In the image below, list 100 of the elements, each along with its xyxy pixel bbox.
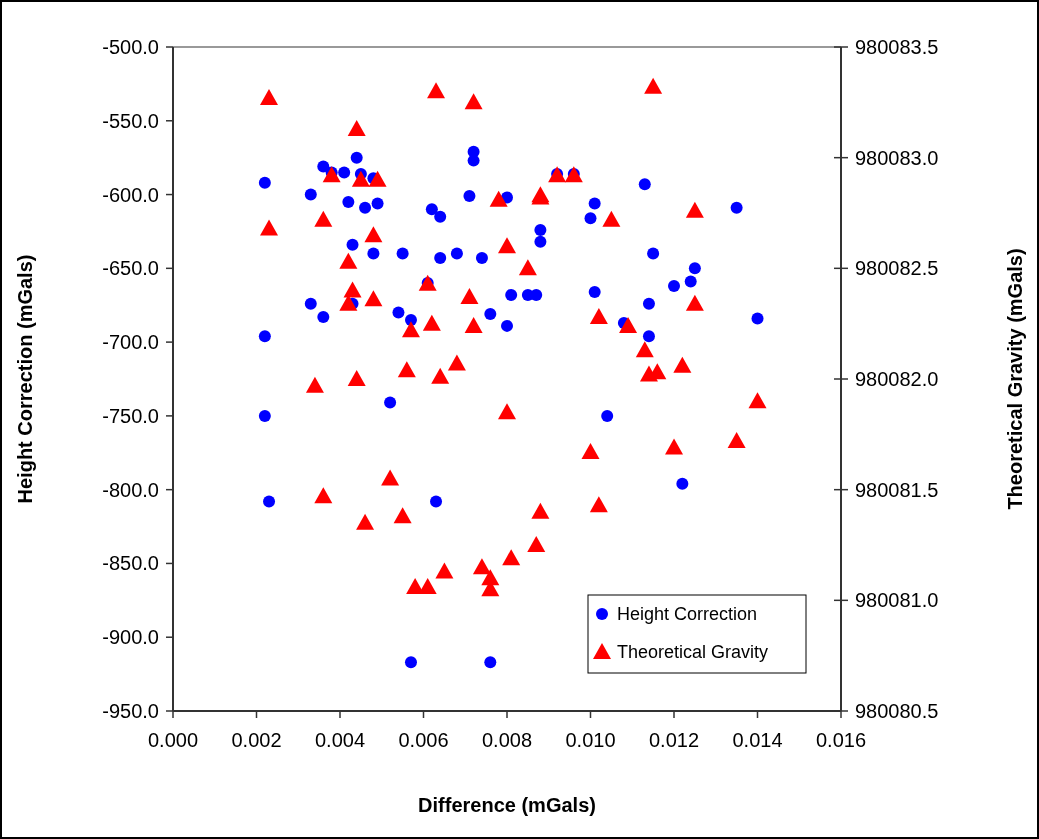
point	[581, 443, 600, 460]
legend-label: Theoretical Gravity	[617, 642, 769, 663]
point	[258, 176, 271, 189]
point	[263, 495, 276, 508]
point	[484, 656, 497, 669]
point	[392, 306, 405, 319]
point	[404, 656, 417, 669]
point	[384, 396, 397, 409]
point	[258, 409, 271, 422]
point	[260, 88, 279, 105]
point	[347, 370, 366, 386]
point	[401, 321, 420, 338]
point	[347, 119, 366, 136]
x-tick-label: 0.004	[314, 729, 366, 751]
point	[460, 288, 479, 305]
y-tick-label: -500.0	[102, 36, 159, 58]
point	[381, 469, 400, 486]
point	[685, 294, 704, 311]
y2-tick-label: 980083.0	[855, 146, 939, 169]
y-tick-label: -800.0	[102, 478, 159, 501]
point	[748, 392, 767, 409]
point	[588, 197, 601, 210]
legend-label: Height Correction	[617, 604, 758, 625]
point	[642, 330, 655, 343]
x-tick-label: 0.012	[648, 729, 700, 751]
point	[589, 308, 608, 325]
point	[364, 226, 383, 243]
point	[534, 223, 547, 236]
x-tick-label: 0.008	[481, 729, 533, 751]
point	[434, 252, 447, 264]
point	[346, 238, 359, 251]
y2-tick-label: 980081.0	[855, 589, 939, 612]
y-axis-title: Height Correction (mGals)	[14, 254, 36, 504]
point	[668, 280, 680, 293]
point	[647, 247, 660, 260]
point	[751, 312, 764, 325]
y2-tick-label: 980080.5	[855, 700, 939, 722]
point	[342, 195, 355, 208]
point	[527, 536, 546, 552]
point	[489, 190, 508, 207]
y2-axis-title: Theoretical Gravity (mGals)	[1004, 248, 1026, 510]
point	[464, 316, 483, 333]
x-tick-label: 0.016	[815, 729, 867, 751]
point	[322, 166, 341, 183]
y-tick-label: -950.0	[102, 700, 159, 722]
point	[317, 311, 330, 324]
y-tick-label: -900.0	[102, 626, 159, 649]
x-tick-label: 0.000	[147, 729, 199, 751]
point	[396, 247, 409, 260]
point	[644, 77, 663, 94]
y-tick-label: -550.0	[102, 109, 159, 132]
point	[435, 562, 454, 579]
y-tick-label: -700.0	[102, 331, 159, 354]
point	[464, 93, 483, 110]
y-tick-label: -850.0	[102, 552, 159, 575]
point	[463, 190, 476, 203]
point	[501, 319, 513, 332]
point	[673, 356, 692, 373]
point	[484, 308, 497, 321]
point	[475, 252, 488, 264]
y2-tick-label: 980083.5	[855, 36, 939, 58]
point	[638, 178, 651, 191]
point	[427, 82, 446, 99]
x-tick-label: 0.010	[565, 729, 616, 751]
point	[314, 487, 333, 504]
y-tick-label: -600.0	[102, 183, 159, 206]
point	[498, 237, 516, 254]
point	[531, 502, 550, 519]
y-tick-label: -650.0	[102, 257, 159, 280]
point	[665, 438, 683, 455]
point	[364, 290, 383, 307]
point	[393, 507, 412, 524]
point	[505, 288, 518, 301]
point	[339, 252, 358, 269]
x-tick-label: 0.002	[231, 729, 282, 751]
point	[685, 201, 704, 218]
point	[534, 235, 547, 248]
y2-tick-label: 980082.0	[855, 368, 939, 390]
point	[450, 247, 463, 260]
point	[367, 247, 380, 260]
point	[601, 409, 614, 422]
point	[397, 361, 416, 378]
point	[727, 431, 746, 448]
point	[619, 316, 638, 333]
point	[447, 354, 466, 371]
x-axis-title: Difference (mGals)	[418, 794, 596, 816]
point	[356, 513, 375, 530]
point	[314, 210, 333, 227]
point	[305, 376, 324, 393]
point	[351, 170, 370, 187]
point	[431, 367, 450, 384]
point	[371, 197, 384, 210]
point	[676, 477, 689, 490]
point	[684, 275, 697, 288]
point	[434, 210, 447, 223]
point	[304, 188, 317, 201]
point	[498, 403, 516, 420]
x-tick-label: 0.006	[398, 729, 449, 751]
point	[350, 151, 363, 164]
point	[530, 288, 543, 301]
